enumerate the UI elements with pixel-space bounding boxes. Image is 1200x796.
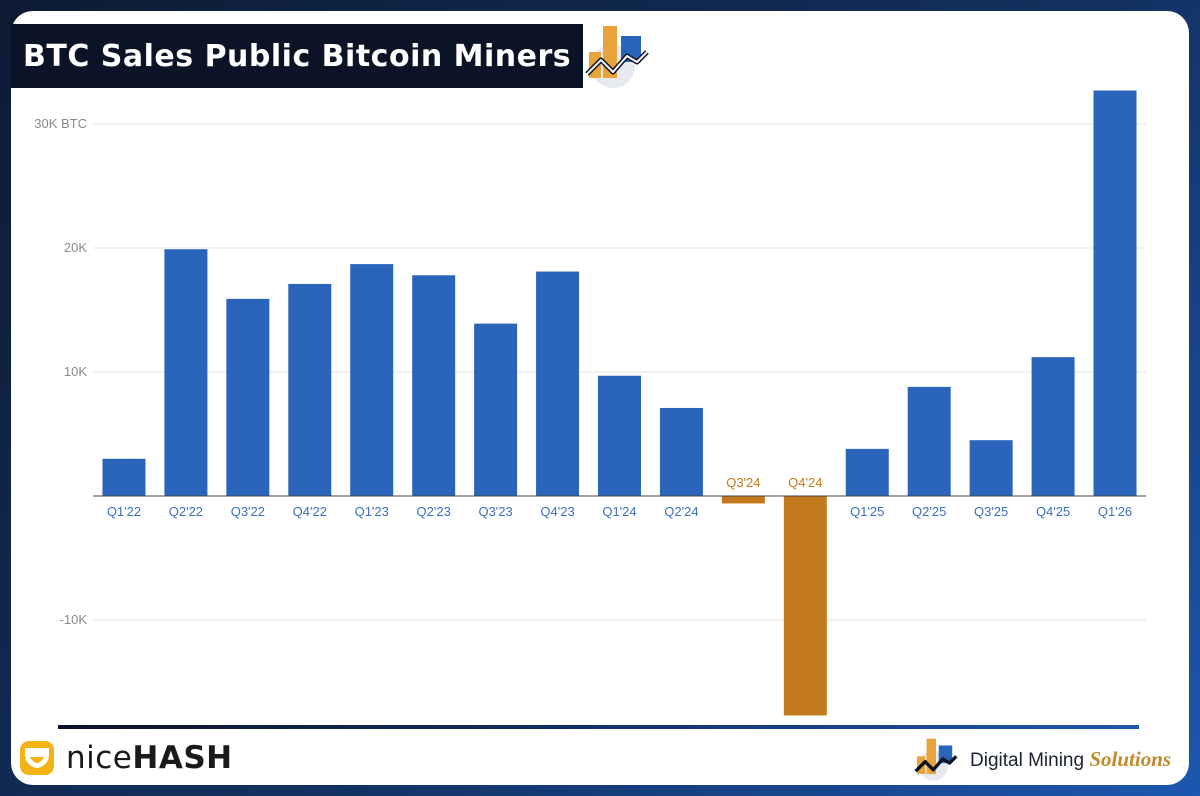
bar-q4-24 bbox=[783, 496, 827, 716]
x-tick-label: Q1'24 bbox=[602, 504, 636, 519]
y-axis-ticks: -10K 10K 20K 30K BTC bbox=[34, 116, 87, 627]
bar-q1-25 bbox=[845, 448, 889, 496]
bar-q1-22 bbox=[102, 458, 146, 496]
bar-q2-24 bbox=[659, 407, 703, 496]
nicehash-logo: niceHASH bbox=[20, 740, 233, 776]
bars bbox=[102, 90, 1137, 716]
x-tick-label: Q3'25 bbox=[974, 504, 1008, 519]
x-tick-label: Q4'24 bbox=[788, 475, 822, 490]
bar-q4-22 bbox=[288, 283, 332, 496]
digital-mining-name: Digital Mining bbox=[970, 749, 1085, 771]
x-tick-label: Q2'23 bbox=[417, 504, 451, 519]
bar-q4-25 bbox=[1031, 357, 1075, 496]
nicehash-wordmark-light: nice bbox=[66, 740, 133, 776]
footer-divider bbox=[58, 725, 1139, 729]
x-tick-label: Q2'22 bbox=[169, 504, 203, 519]
bar-q4-23 bbox=[536, 271, 580, 496]
bar-q1-24 bbox=[598, 375, 641, 496]
gridlines bbox=[93, 123, 1146, 621]
x-tick-label: Q4'23 bbox=[540, 504, 574, 519]
x-tick-label: Q1'23 bbox=[355, 504, 389, 519]
x-tick-label: Q2'25 bbox=[912, 504, 946, 519]
x-tick-label: Q3'24 bbox=[726, 475, 760, 490]
bar-q3-23 bbox=[474, 323, 518, 496]
y-tick-label: 30K BTC bbox=[34, 116, 87, 131]
x-tick-label: Q1'25 bbox=[850, 504, 884, 519]
x-tick-label: Q1'26 bbox=[1098, 504, 1132, 519]
digital-mining-logo-icon bbox=[585, 26, 649, 88]
bar-q3-24 bbox=[721, 496, 765, 504]
nicehash-wordmark-bold: HASH bbox=[132, 740, 233, 776]
digital-mining-wordmark: Digital Mining Solutions bbox=[970, 747, 1171, 772]
x-tick-label: Q2'24 bbox=[664, 504, 698, 519]
bar-q2-25 bbox=[907, 386, 951, 496]
y-tick-label: -10K bbox=[60, 612, 88, 627]
x-axis-ticks: Q1'22 Q2'22 Q3'22 Q4'22 Q1'23 Q2'23 Q3'23 Q4'23… bbox=[107, 475, 1132, 519]
bar-q3-25 bbox=[969, 440, 1013, 496]
bar-q3-22 bbox=[226, 298, 270, 496]
chart-title: BTC Sales Public Bitcoin Miners bbox=[23, 38, 572, 74]
x-tick-label: Q3'23 bbox=[478, 504, 512, 519]
x-tick-label: Q3'22 bbox=[231, 504, 265, 519]
bar-q1-26 bbox=[1093, 90, 1137, 497]
digital-mining-tagline: Solutions bbox=[1089, 746, 1172, 771]
y-tick-label: 20K bbox=[64, 240, 87, 255]
nicehash-wordmark: niceHASH bbox=[66, 740, 233, 776]
digital-mining-solutions-logo: Digital Mining Solutions bbox=[910, 736, 1171, 782]
x-tick-label: Q4'22 bbox=[293, 504, 327, 519]
x-tick-label: Q4'25 bbox=[1036, 504, 1070, 519]
digital-mining-small-icon bbox=[914, 738, 958, 781]
nicehash-icon bbox=[20, 741, 54, 775]
x-tick-label: Q1'22 bbox=[107, 504, 141, 519]
title-banner: BTC Sales Public Bitcoin Miners bbox=[11, 24, 583, 88]
bar-q2-22 bbox=[164, 249, 208, 496]
bar-q1-23 bbox=[350, 264, 394, 496]
y-tick-label: 10K bbox=[64, 364, 87, 379]
bar-q2-23 bbox=[412, 275, 456, 496]
